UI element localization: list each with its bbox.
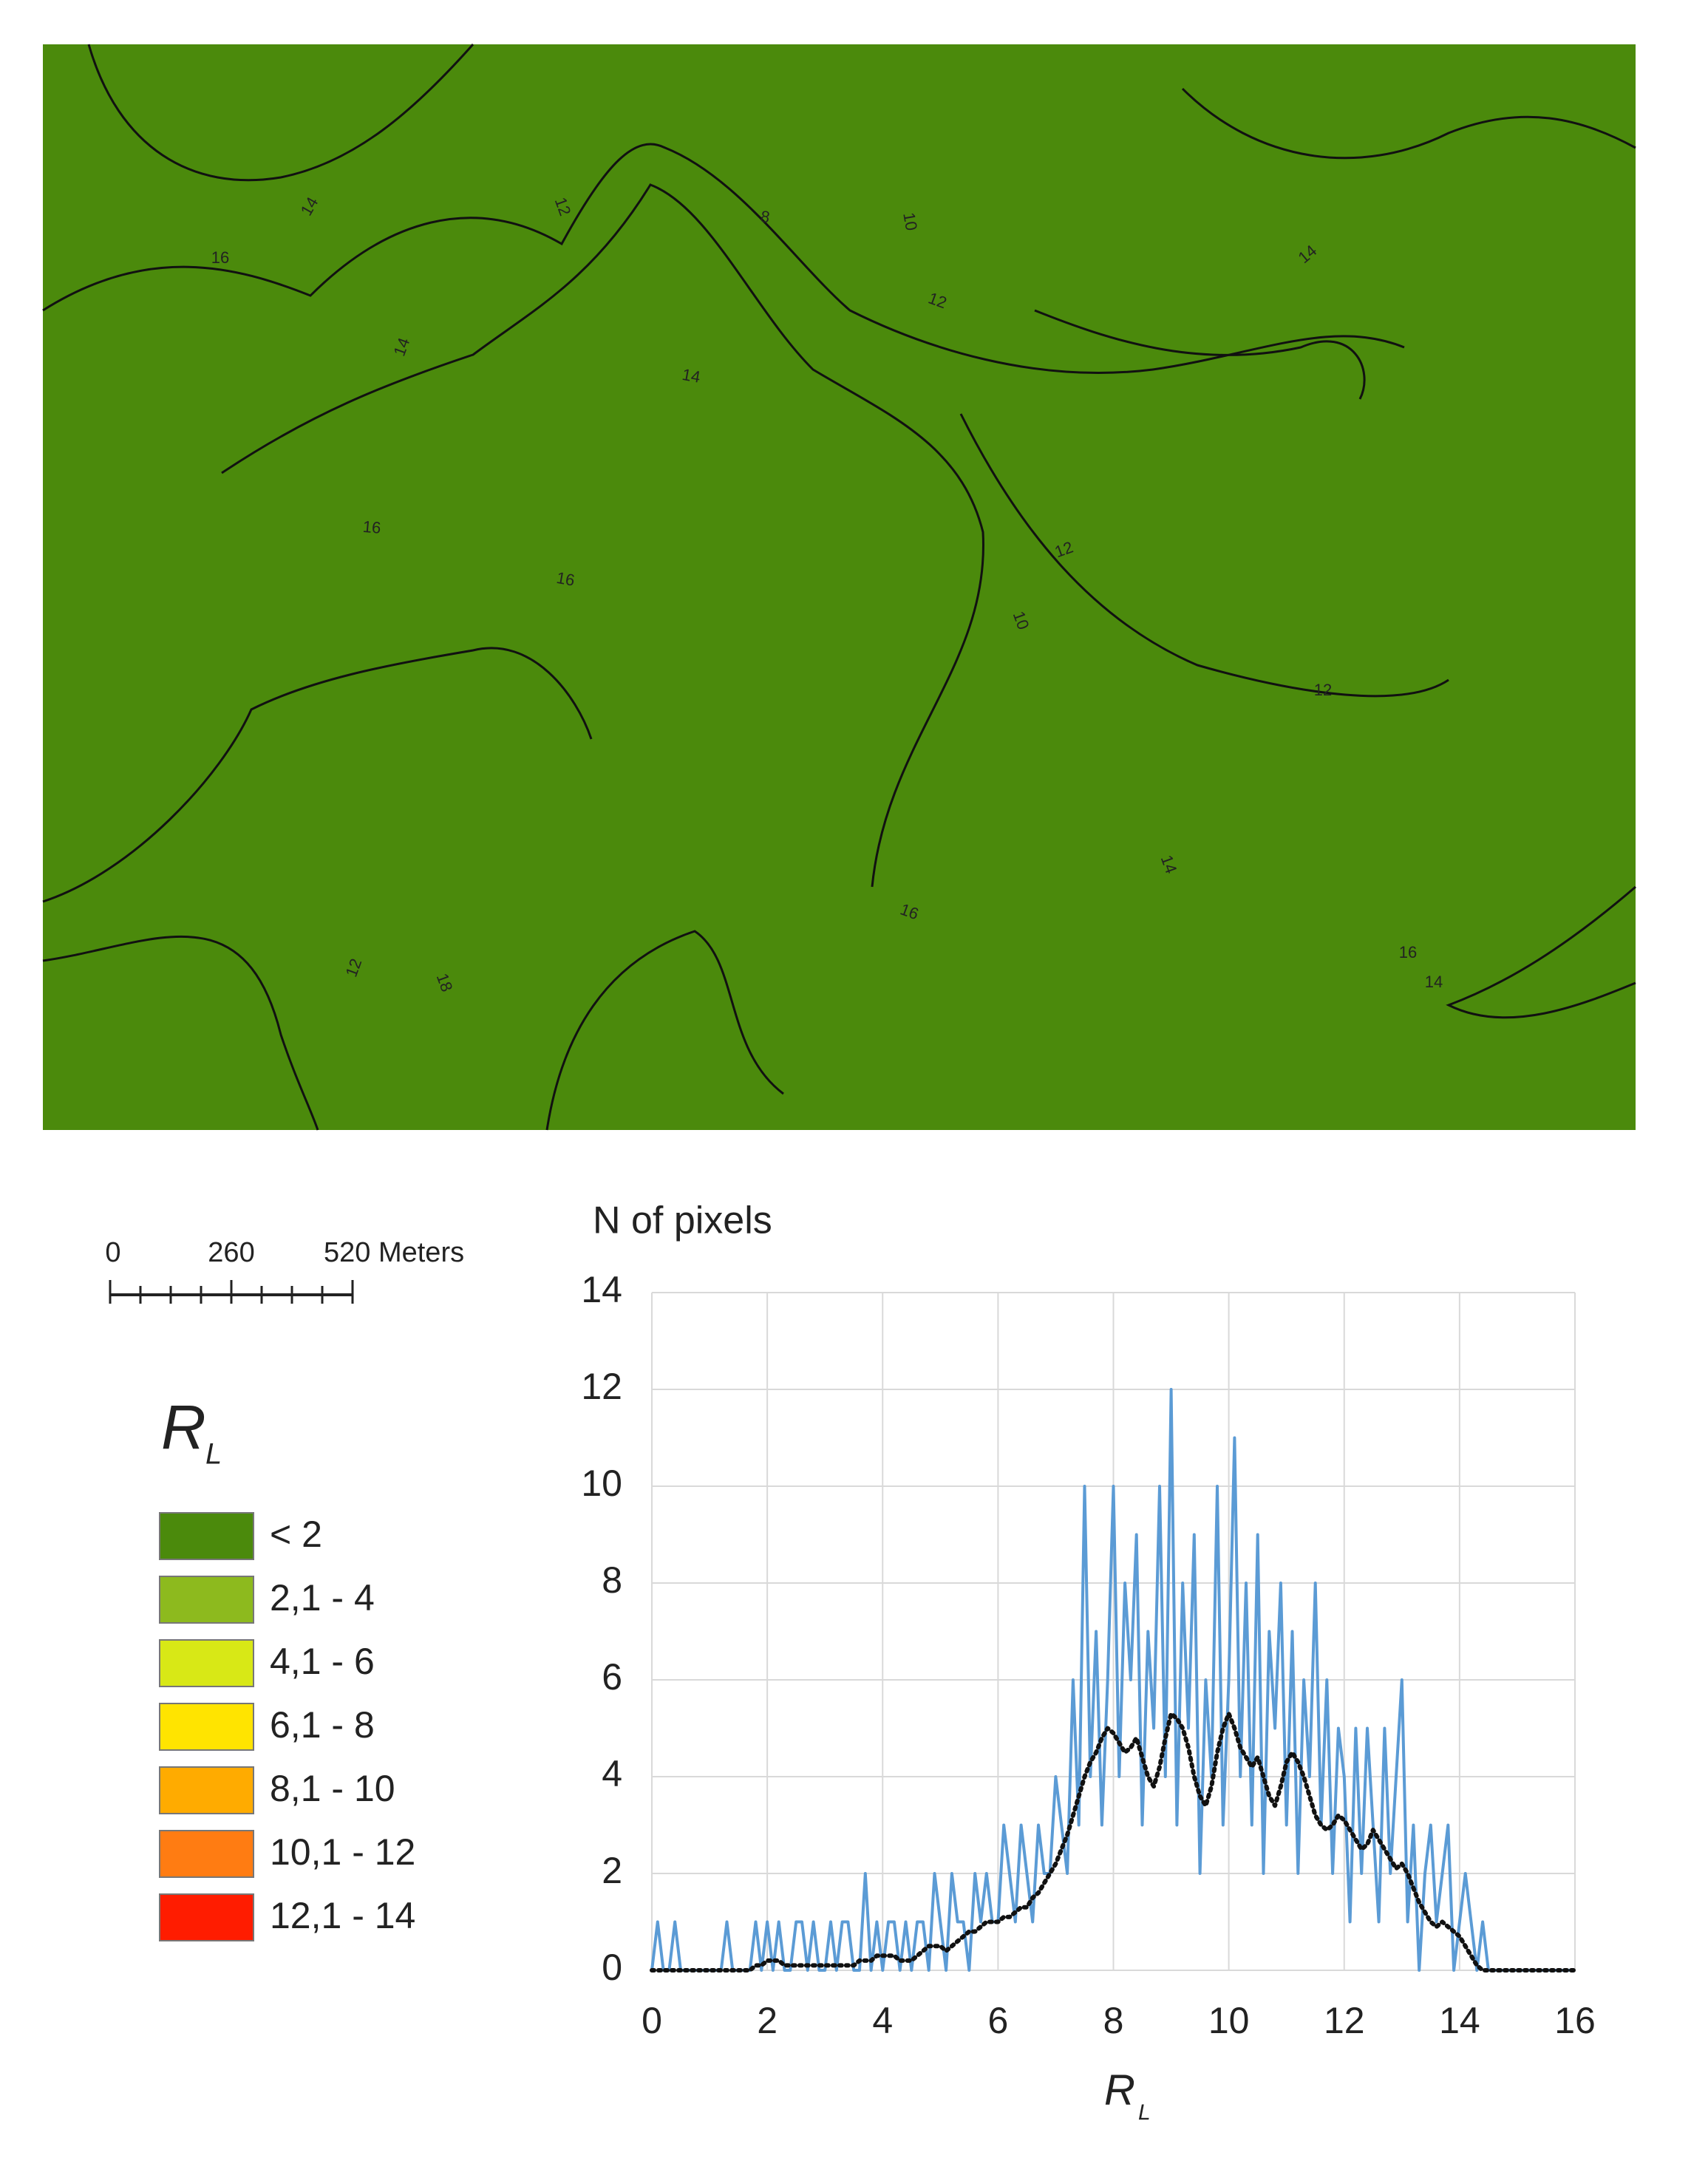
x-axis-title: R xyxy=(1104,2066,1135,2114)
contour-label: 16 xyxy=(362,517,382,537)
contour-label: 14 xyxy=(681,365,701,387)
y-tick-label: 8 xyxy=(602,1559,622,1601)
x-tick-label: 16 xyxy=(1554,2000,1596,2041)
contour-label: 10 xyxy=(899,211,921,231)
scale-bar-label: 520 Meters xyxy=(324,1237,464,1268)
contour xyxy=(42,647,593,903)
y-tick-label: 12 xyxy=(581,1366,622,1407)
contour-label: 12 xyxy=(1314,681,1332,699)
legend-label: 2,1 - 4 xyxy=(270,1577,375,1618)
data-line xyxy=(650,1388,1575,1972)
legend-swatch xyxy=(159,1893,254,1941)
legend-swatch xyxy=(159,1830,254,1878)
contour-label: 8 xyxy=(759,207,771,227)
legend-title: R xyxy=(161,1392,206,1462)
x-tick-label: 8 xyxy=(1103,2000,1124,2041)
contour xyxy=(221,183,984,888)
x-tick-label: 6 xyxy=(987,2000,1008,2041)
y-tick-label: 6 xyxy=(602,1656,622,1698)
legend-label: 4,1 - 6 xyxy=(270,1641,375,1682)
legend-label: 10,1 - 12 xyxy=(270,1831,415,1873)
legend-label: 6,1 - 8 xyxy=(270,1704,375,1746)
x-axis-title-subscript: L xyxy=(1138,2100,1151,2125)
legend-title-subscript: L xyxy=(205,1438,222,1471)
y-tick-label: 4 xyxy=(602,1753,622,1794)
y-tick-label: 14 xyxy=(581,1269,622,1310)
contour-label: 14 xyxy=(1425,973,1443,991)
contour xyxy=(1446,885,1636,1019)
legend-label: 12,1 - 14 xyxy=(270,1895,415,1936)
y-tick-label: 2 xyxy=(602,1850,622,1891)
x-tick-label: 14 xyxy=(1439,2000,1480,2041)
legend-swatch xyxy=(159,1766,254,1814)
contour xyxy=(1034,309,1366,400)
legend-swatch xyxy=(159,1639,254,1687)
contour xyxy=(545,930,784,1131)
data-line xyxy=(650,1711,1577,1973)
legend-label: < 2 xyxy=(270,1514,322,1555)
contour xyxy=(87,44,474,182)
contour-label: 16 xyxy=(1399,943,1417,961)
scale-bar-label: 0 xyxy=(105,1237,120,1268)
map-raster xyxy=(43,44,1636,1130)
contour xyxy=(1181,87,1636,160)
x-tick-label: 0 xyxy=(642,2000,662,2041)
legend-swatch xyxy=(159,1576,254,1624)
x-tick-label: 10 xyxy=(1208,2000,1250,2041)
contour xyxy=(42,143,1405,374)
contour-label: 16 xyxy=(211,248,229,267)
scale-bar xyxy=(109,1280,354,1304)
contour xyxy=(42,935,319,1131)
scale-bar-label: 260 xyxy=(208,1237,254,1268)
y-axis-title: N of pixels xyxy=(593,1199,772,1242)
x-tick-label: 4 xyxy=(872,2000,893,2041)
contour-label: 16 xyxy=(555,568,576,590)
y-tick-label: 10 xyxy=(581,1463,622,1504)
legend-label: 8,1 - 10 xyxy=(270,1768,395,1809)
x-tick-label: 12 xyxy=(1324,2000,1365,2041)
y-tick-label: 0 xyxy=(602,1947,622,1988)
legend-swatch xyxy=(159,1703,254,1751)
legend-swatch xyxy=(159,1512,254,1560)
x-tick-label: 2 xyxy=(757,2000,778,2041)
contour xyxy=(959,413,1449,698)
